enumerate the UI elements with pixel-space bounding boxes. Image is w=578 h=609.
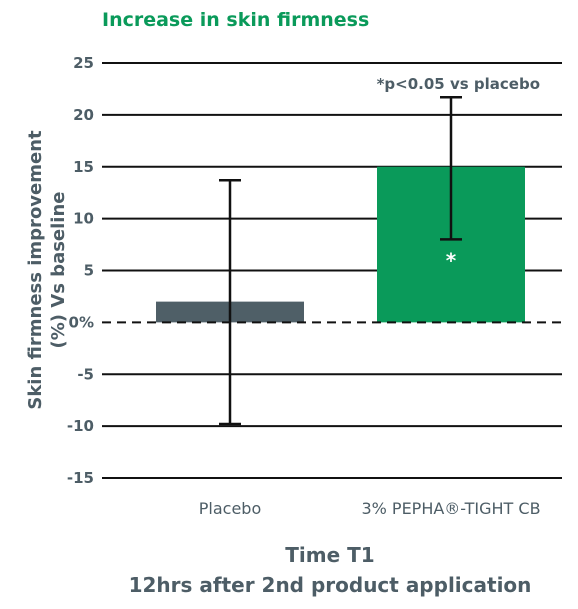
error-bars (219, 95, 462, 426)
y-tick-label: 10 (73, 210, 94, 228)
y-tick-label: 5 (84, 262, 94, 280)
category-label: Placebo (199, 499, 261, 518)
y-tick-label: -10 (67, 417, 94, 435)
category-label: 3% PEPHA®-TIGHT CB (361, 499, 540, 518)
y-tick-labels: 25 20 15 10 5 0% -5 -10 -15 (67, 54, 94, 487)
y-tick-label: 25 (73, 54, 94, 72)
significance-marks: * (446, 248, 457, 272)
y-tick-label: 15 (73, 158, 94, 176)
y-tick-label: 0% (69, 313, 94, 331)
y-tick-label: -15 (67, 469, 94, 487)
grid-lines (102, 62, 562, 479)
category-labels: Placebo 3% PEPHA®-TIGHT CB (199, 499, 541, 518)
y-axis-label-line1: Skin firmness improvement (25, 130, 46, 410)
y-tick-label: 20 (73, 106, 94, 124)
y-axis-label-line2: (%) Vs baseline (48, 192, 69, 349)
x-axis-label-line1: Time T1 (285, 543, 374, 567)
chart-title: Increase in skin firmness (102, 9, 369, 31)
x-axis-label-line2: 12hrs after 2nd product application (129, 573, 532, 597)
significance-mark: * (446, 248, 457, 272)
significance-annotation: *p<0.05 vs placebo (377, 75, 540, 93)
y-tick-label: -5 (77, 365, 94, 383)
bars (156, 166, 525, 323)
